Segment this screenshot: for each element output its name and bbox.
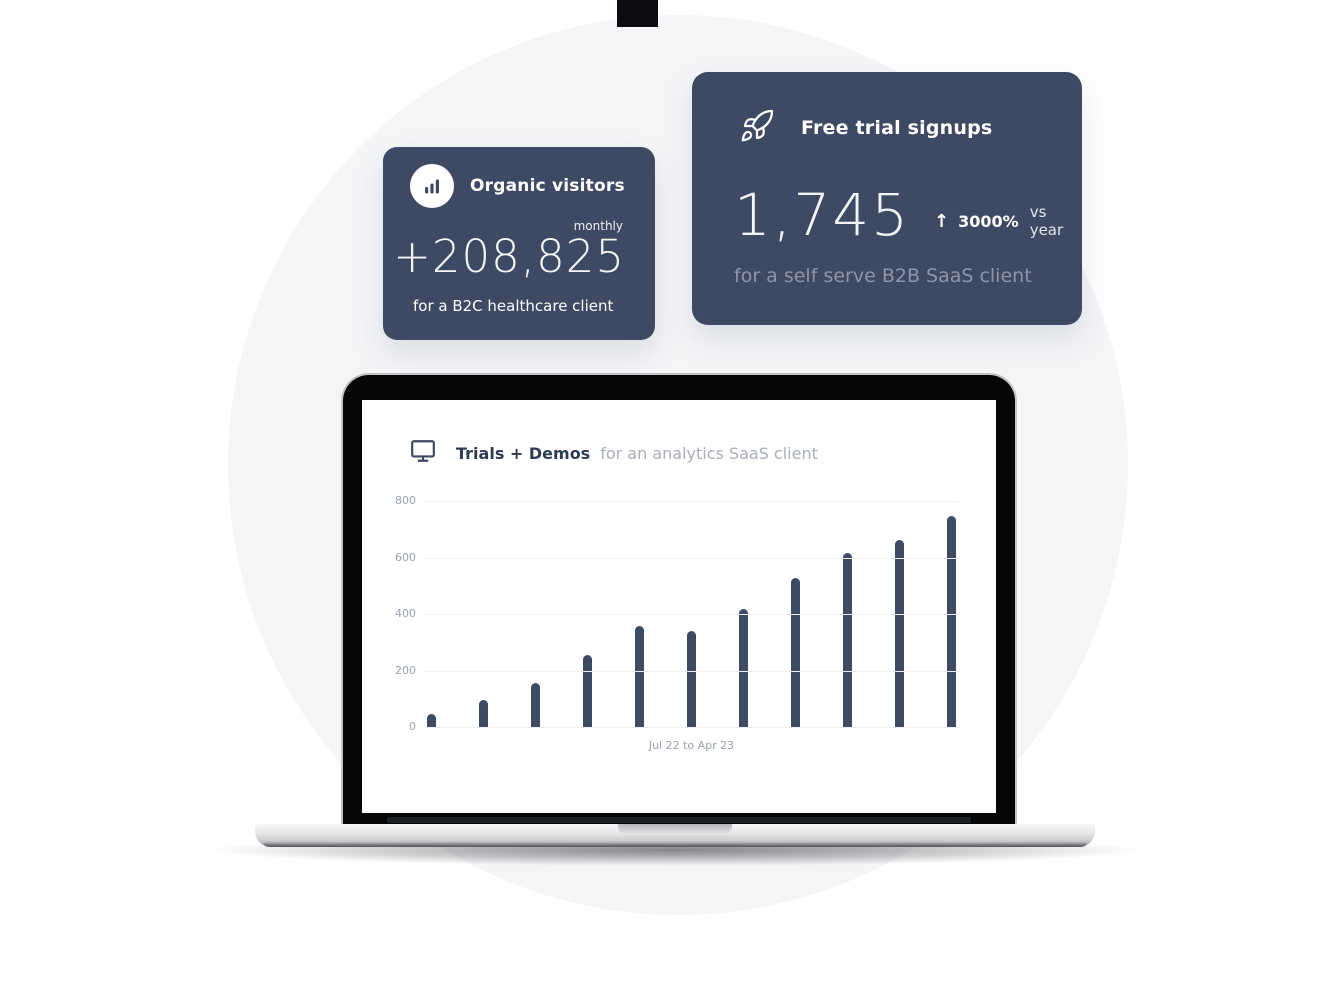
trial-value-row: 1,745 ↑ 3000% vs year (692, 186, 1082, 244)
laptop-hinge (387, 817, 971, 823)
y-tick-label: 0 (409, 720, 416, 733)
y-tick-label: 400 (395, 607, 416, 620)
chart-plot: 0 200 400 600 800 (395, 494, 958, 733)
x-axis-caption: Jul 22 to Apr 23 (648, 739, 735, 752)
bar (479, 699, 488, 728)
bar (791, 578, 800, 728)
trial-value: 1,745 (734, 181, 911, 249)
bar (687, 630, 696, 728)
bar (427, 713, 436, 728)
gridline: 200 (395, 664, 958, 677)
trial-caption: for a self serve B2B SaaS client (734, 265, 1032, 287)
bar (635, 626, 644, 728)
laptop-base-notch (618, 824, 732, 835)
trial-delta: ↑ 3000% vs year (934, 203, 1082, 239)
bar (895, 540, 904, 728)
chart-title: Trials + Demos (456, 443, 591, 463)
laptop-display: Trials + Demos for an analytics SaaS cli… (362, 400, 996, 813)
trial-card-header: Free trial signups (692, 72, 1082, 148)
gridline: 0 (409, 720, 958, 733)
rocket-icon (739, 108, 775, 148)
organic-value: +208,825 (393, 230, 625, 283)
laptop-base (255, 824, 1095, 847)
trial-delta-caption: vs year (1029, 203, 1064, 239)
free-trial-signups-card: Free trial signups 1,745 ↑ 3000% vs year… (692, 72, 1082, 325)
gridline: 600 (395, 551, 958, 564)
y-tick-label: 800 (395, 494, 416, 507)
arrow-up-icon: ↑ (934, 210, 950, 232)
organic-period-label: monthly (573, 219, 623, 233)
bar (947, 516, 956, 728)
gridline: 800 (395, 494, 958, 507)
chart-header: Trials + Demos for an analytics SaaS cli… (410, 438, 996, 468)
bar (583, 654, 592, 728)
organic-caption: for a B2C healthcare client (413, 297, 614, 316)
trial-card-title: Free trial signups (801, 117, 993, 139)
organic-card-title: Organic visitors (470, 176, 625, 196)
trial-delta-value: 3000% (958, 211, 1019, 231)
laptop-base-edge (263, 842, 1087, 847)
bar (739, 609, 748, 728)
gridline: 400 (395, 607, 958, 620)
bar (843, 552, 852, 728)
laptop-screen: Trials + Demos for an analytics SaaS cli… (343, 375, 1015, 824)
organic-card-header: Organic visitors (383, 147, 655, 208)
y-tick-label: 200 (395, 663, 416, 677)
bar (531, 682, 540, 728)
organic-visitors-card: Organic visitors monthly +208,825 for a … (383, 147, 655, 340)
chart-bars (427, 502, 956, 728)
bar-chart-icon (410, 164, 454, 208)
monitor-icon (410, 438, 436, 468)
y-tick-label: 600 (395, 550, 416, 564)
chart-subtitle: for an analytics SaaS client (600, 443, 818, 463)
cropped-dark-fragment (617, 0, 658, 27)
